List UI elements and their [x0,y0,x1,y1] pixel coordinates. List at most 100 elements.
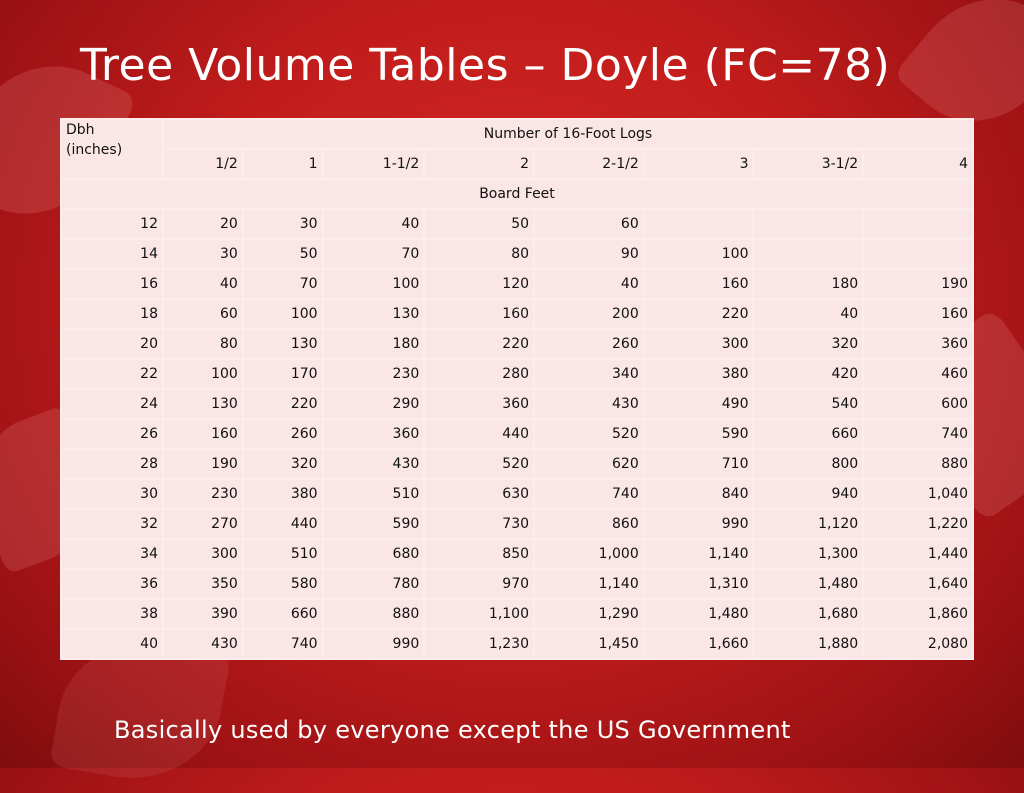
board-feet-cell: 120 [425,270,534,298]
board-feet-cell: 780 [323,570,424,598]
board-feet-cell: 280 [425,360,534,388]
board-feet-cell: 190 [864,270,972,298]
board-feet-cell: 160 [644,270,753,298]
board-feet-cell: 160 [864,300,972,328]
log-column-header: 1/2 [164,150,242,178]
board-feet-cell: 510 [323,480,424,508]
board-feet-cell: 1,000 [535,540,643,568]
table-row: 32 270 440 590 730 860 990 1,120 1,220 [62,510,972,538]
board-feet-cell: 540 [754,390,863,418]
dbh-cell: 14 [62,240,162,268]
dbh-header-unit: (inches) [66,142,123,158]
board-feet-cell: 70 [243,270,322,298]
board-feet-cell: 380 [644,360,753,388]
board-feet-cell: 1,220 [864,510,972,538]
dbh-cell: 36 [62,570,162,598]
volume-table-container: Dbh (inches) Number of 16-Foot Logs 1/2 1… [60,118,974,660]
board-feet-cell: 100 [243,300,322,328]
dbh-cell: 38 [62,600,162,628]
log-column-header: 2-1/2 [535,150,643,178]
board-feet-cell: 230 [323,360,424,388]
dbh-cell: 16 [62,270,162,298]
log-column-header: 2 [425,150,534,178]
dbh-cell: 40 [62,630,162,658]
board-feet-cell: 430 [323,450,424,478]
board-feet-cell: 730 [425,510,534,538]
board-feet-cell: 990 [644,510,753,538]
board-feet-cell: 2,080 [864,630,972,658]
board-feet-cell: 50 [243,240,322,268]
board-feet-cell: 350 [164,570,242,598]
board-feet-cell: 100 [164,360,242,388]
log-column-header: 3-1/2 [754,150,863,178]
log-column-header: 4 [864,150,972,178]
board-feet-cell: 260 [535,330,643,358]
board-feet-cell: 620 [535,450,643,478]
slide-title: Tree Volume Tables – Doyle (FC=78) [80,40,891,91]
board-feet-cell: 840 [644,480,753,508]
table-row: 16 40 70 100 120 40 160 180 190 [62,270,972,298]
board-feet-cell: 130 [323,300,424,328]
board-feet-cell: 160 [164,420,242,448]
log-column-header: 1-1/2 [323,150,424,178]
board-feet-cell: 580 [243,570,322,598]
board-feet-cell: 1,860 [864,600,972,628]
board-feet-cell: 520 [535,420,643,448]
board-feet-cell: 40 [323,210,424,238]
board-feet-cell: 1,880 [754,630,863,658]
board-feet-cell: 40 [754,300,863,328]
table-row: 18 60 100 130 160 200 220 40 160 [62,300,972,328]
table-row: 30 230 380 510 630 740 840 940 1,040 [62,480,972,508]
table-row: 22 100 170 230 280 340 380 420 460 [62,360,972,388]
board-feet-cell [754,240,863,268]
board-feet-cell: 130 [164,390,242,418]
board-feet-cell: 1,140 [535,570,643,598]
board-feet-cell: 320 [243,450,322,478]
board-feet-cell: 940 [754,480,863,508]
board-feet-cell: 40 [535,270,643,298]
board-feet-cell: 1,230 [425,630,534,658]
board-feet-cell: 1,300 [754,540,863,568]
board-feet-cell: 1,440 [864,540,972,568]
table-row: 28 190 320 430 520 620 710 800 880 [62,450,972,478]
board-feet-cell: 290 [323,390,424,418]
board-feet-cell: 600 [864,390,972,418]
board-feet-cell: 300 [644,330,753,358]
board-feet-cell: 660 [243,600,322,628]
board-feet-cell: 60 [535,210,643,238]
board-feet-cell: 800 [754,450,863,478]
board-feet-cell: 590 [323,510,424,538]
board-feet-cell: 1,660 [644,630,753,658]
table-row: 40 430 740 990 1,230 1,450 1,660 1,880 2,080 [62,630,972,658]
table-row: 34 300 510 680 850 1,000 1,140 1,300 1,440 [62,540,972,568]
board-feet-cell: 520 [425,450,534,478]
volume-table: Dbh (inches) Number of 16-Foot Logs 1/2 1… [60,118,974,660]
board-feet-cell: 220 [644,300,753,328]
board-feet-cell: 30 [243,210,322,238]
dbh-cell: 32 [62,510,162,538]
board-feet-cell: 630 [425,480,534,508]
dbh-cell: 20 [62,330,162,358]
logs-header: Number of 16-Foot Logs [164,120,972,148]
dbh-header: Dbh (inches) [62,120,162,178]
board-feet-cell: 130 [243,330,322,358]
board-feet-cell: 660 [754,420,863,448]
board-feet-cell: 740 [864,420,972,448]
board-feet-cell: 680 [323,540,424,568]
log-columns-row: 1/2 1 1-1/2 2 2-1/2 3 3-1/2 4 [62,150,972,178]
board-feet-cell: 360 [864,330,972,358]
table-row: 14 30 50 70 80 90 100 [62,240,972,268]
board-feet-cell: 80 [425,240,534,268]
table-row: 36 350 580 780 970 1,140 1,310 1,480 1,640 [62,570,972,598]
board-feet-cell: 340 [535,360,643,388]
board-feet-cell: 100 [644,240,753,268]
board-feet-cell: 160 [425,300,534,328]
board-feet-cell: 880 [323,600,424,628]
board-feet-cell: 50 [425,210,534,238]
board-feet-cell: 430 [535,390,643,418]
table-row: 20 80 130 180 220 260 300 320 360 [62,330,972,358]
board-feet-cell: 230 [164,480,242,508]
board-feet-cell: 430 [164,630,242,658]
board-feet-cell: 190 [164,450,242,478]
board-feet-cell: 180 [754,270,863,298]
